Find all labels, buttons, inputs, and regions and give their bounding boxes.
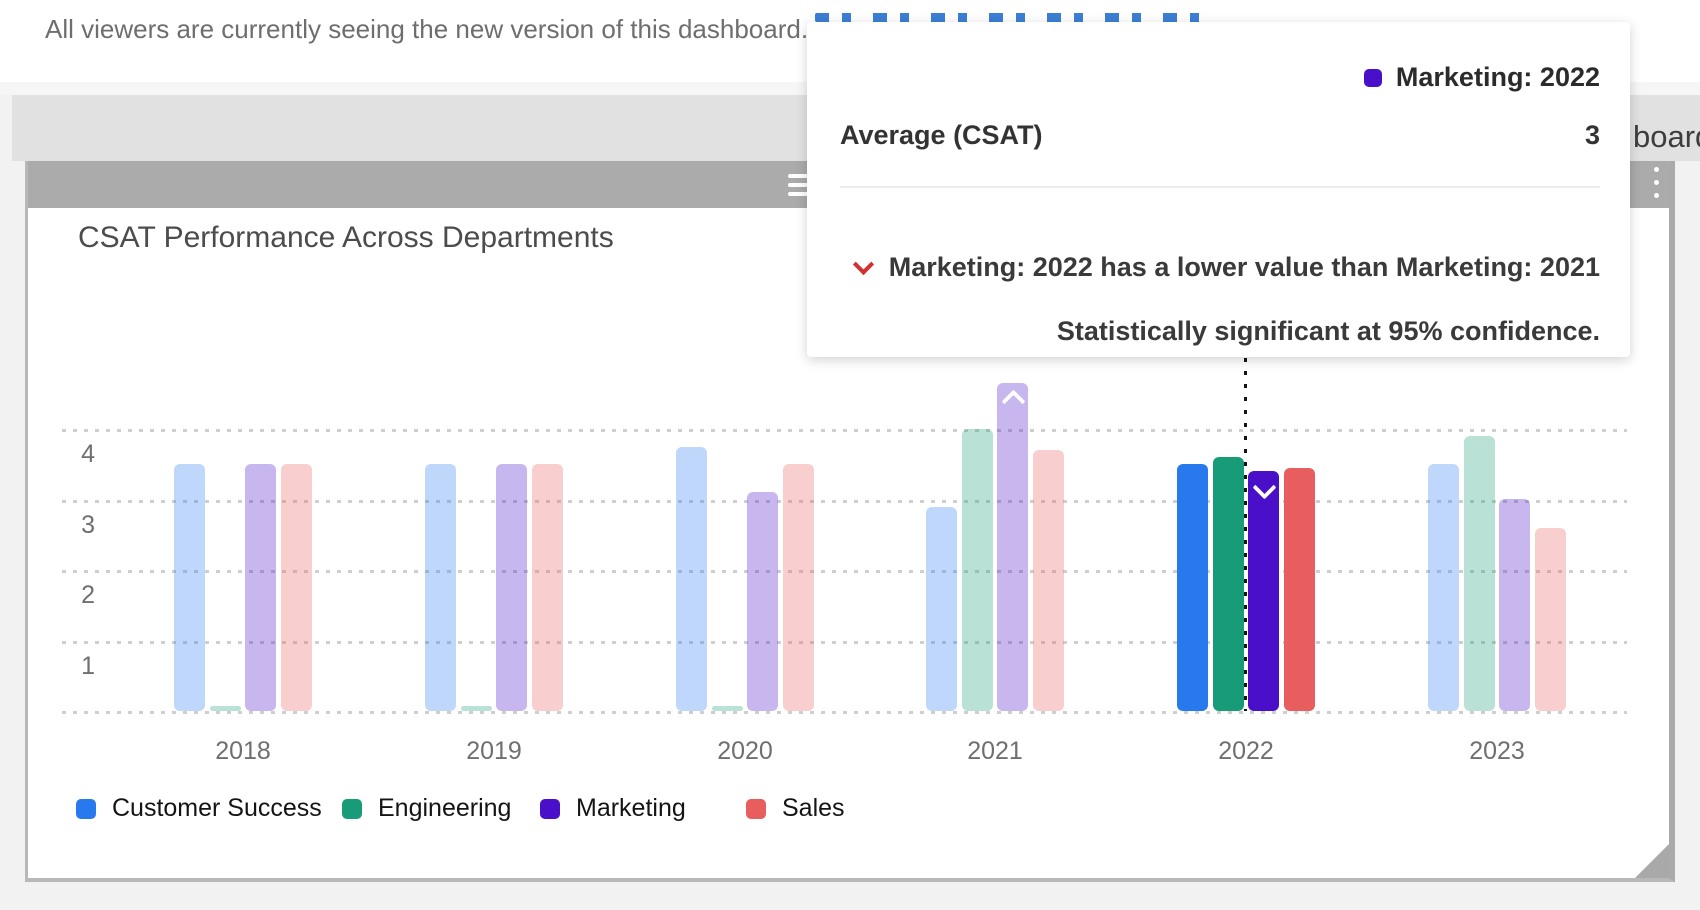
legend-item-marketing[interactable]: Marketing: [540, 794, 686, 823]
x-axis-label-2022: 2022: [1218, 737, 1274, 765]
highlight-reference-line: [1244, 358, 1247, 711]
tooltip-significance-line2: Statistically significant at 95% confide…: [1056, 316, 1600, 346]
legend-label: Marketing: [576, 794, 686, 822]
bar-customer-success-2021[interactable]: [926, 507, 958, 711]
bar-sales-2023[interactable]: [1534, 528, 1566, 711]
x-axis-label-2023: 2023: [1469, 737, 1525, 765]
tooltip-significance-row: Marketing: 2022 has a lower value than M…: [852, 252, 1600, 283]
y-axis-label-1: 1: [81, 651, 95, 680]
gridline-baseline: [62, 711, 1627, 714]
bar-sales-2022[interactable]: [1283, 468, 1315, 711]
gridline-y2: [62, 570, 1627, 573]
legend-swatch: [342, 798, 362, 819]
bar-engineering-2022[interactable]: [1212, 457, 1244, 711]
dashboard-title-fragment: board: [1633, 119, 1700, 154]
legend-label: Engineering: [378, 794, 512, 822]
bar-engineering-2019[interactable]: [460, 706, 492, 711]
tooltip-metric-label: Average (CSAT): [840, 120, 1043, 150]
tooltip-metric-value: 3: [1584, 120, 1600, 150]
bar-sales-2020[interactable]: [782, 464, 814, 711]
bar-customer-success-2018[interactable]: [174, 464, 206, 711]
tooltip-series-label: Marketing: 2022: [1395, 62, 1600, 92]
bar-engineering-2021[interactable]: [961, 429, 993, 711]
x-axis-label-2020: 2020: [717, 737, 773, 765]
tooltip-significance-line1: Marketing: 2022 has a lower value than M…: [888, 252, 1600, 282]
x-axis-label-2021: 2021: [967, 737, 1023, 765]
drag-handle-icon[interactable]: [788, 174, 820, 196]
gridline-y4: [62, 429, 1627, 432]
legend-swatch: [540, 798, 560, 819]
y-axis-label-2: 2: [81, 581, 95, 609]
legend-swatch: [76, 798, 96, 819]
bar-marketing-2022[interactable]: [1248, 471, 1280, 711]
bar-customer-success-2022[interactable]: [1177, 464, 1209, 711]
tooltip-metric-row: Average (CSAT) 3: [840, 120, 1600, 151]
legend-swatch: [746, 798, 766, 819]
chart-tooltip: Marketing: 2022 Average (CSAT) 3 Marketi…: [807, 22, 1630, 357]
bar-customer-success-2019[interactable]: [425, 464, 457, 711]
legend-item-sales[interactable]: Sales: [746, 794, 845, 823]
bar-marketing-2019[interactable]: [496, 464, 528, 711]
legend-label: Sales: [782, 794, 845, 822]
bar-sales-2021[interactable]: [1032, 450, 1064, 711]
banner-link-fragment[interactable]: [815, 13, 1205, 22]
bar-marketing-2018[interactable]: [245, 464, 277, 711]
bar-sales-2018[interactable]: [280, 464, 312, 711]
legend-item-engineering[interactable]: Engineering: [342, 794, 511, 823]
x-axis-label-2018: 2018: [215, 737, 271, 765]
legend-label: Customer Success: [112, 794, 322, 822]
legend-item-customer-success[interactable]: Customer Success: [76, 794, 322, 823]
bar-engineering-2020[interactable]: [711, 706, 743, 711]
bar-engineering-2023[interactable]: [1463, 436, 1495, 711]
bar-sales-2019[interactable]: [531, 464, 563, 711]
banner-message: All viewers are currently seeing the new…: [45, 14, 809, 44]
bar-customer-success-2023[interactable]: [1428, 464, 1460, 711]
bar-marketing-2020[interactable]: [747, 492, 779, 711]
tooltip-divider: [840, 186, 1600, 188]
gridline-y3: [62, 499, 1627, 503]
series-color-swatch: [1363, 68, 1382, 87]
bar-engineering-2018[interactable]: [209, 706, 241, 711]
y-axis-label-4: 4: [81, 440, 95, 468]
chevron-down-icon: [852, 253, 874, 276]
bar-marketing-2021[interactable]: [997, 383, 1029, 711]
x-axis-label-2019: 2019: [466, 737, 522, 765]
chart-title: CSAT Performance Across Departments: [78, 221, 614, 254]
widget-menu-icon[interactable]: [1650, 167, 1662, 203]
resize-handle[interactable]: [1635, 844, 1669, 878]
y-axis-label-3: 3: [81, 510, 95, 539]
bar-customer-success-2020[interactable]: [676, 447, 708, 711]
tooltip-title-row: Marketing: 2022: [1363, 62, 1600, 93]
gridline-y1: [62, 640, 1627, 644]
bar-marketing-2023[interactable]: [1499, 499, 1531, 711]
